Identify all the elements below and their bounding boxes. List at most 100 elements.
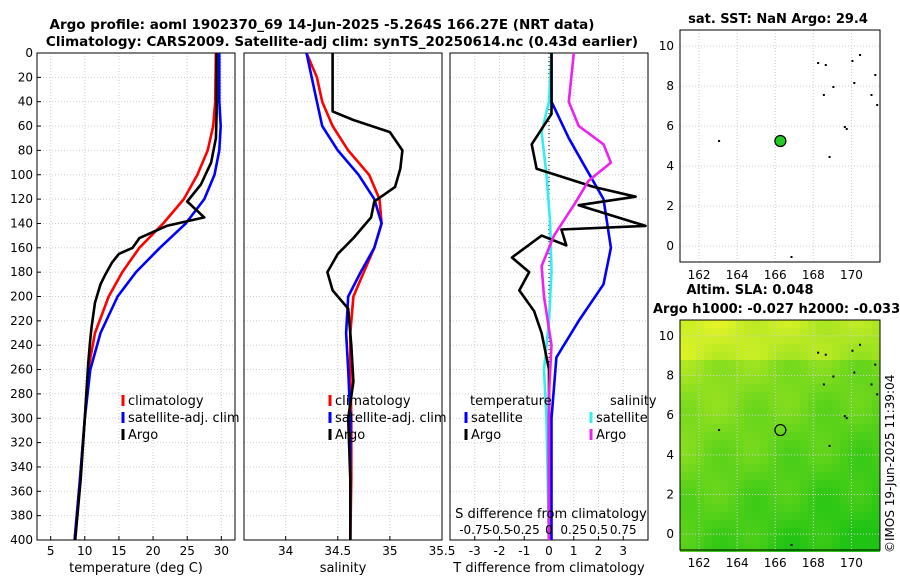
sla-cell (808, 424, 816, 432)
sla-cell (712, 472, 720, 480)
sla-cell (792, 424, 800, 432)
sla-cell (776, 472, 784, 480)
x-tick-label: 35.5 (429, 544, 456, 558)
sla-cell (824, 432, 832, 440)
sla-cell (696, 392, 704, 400)
sla-cell (784, 504, 792, 512)
sla-cell (856, 456, 864, 464)
sla-cell (728, 336, 736, 344)
sla-cell (768, 408, 776, 416)
sla-cell (696, 384, 704, 392)
sla-cell (720, 536, 728, 544)
map-x-tick-label: 170 (840, 268, 863, 282)
sla-cell (728, 520, 736, 528)
sla-cell (856, 424, 864, 432)
sla-cell (856, 368, 864, 376)
sla-cell (720, 408, 728, 416)
sla-cell (696, 376, 704, 384)
sla-cell (776, 512, 784, 520)
sla-cell (688, 472, 696, 480)
y-tick-label: 100 (10, 168, 33, 182)
sla-cell (808, 328, 816, 336)
sla-cell (784, 360, 792, 368)
sla-cell (840, 480, 848, 488)
sla-cell (776, 448, 784, 456)
sla-cell (792, 504, 800, 512)
sla-cell (728, 456, 736, 464)
sla-cell (808, 496, 816, 504)
sla-cell (760, 488, 768, 496)
sla-cell (816, 416, 824, 424)
sla-cell (864, 504, 872, 512)
legend-label: Argo (128, 428, 158, 443)
sla-cell (720, 480, 728, 488)
island-speck (845, 128, 848, 130)
sla-cell (792, 416, 800, 424)
sla-cell (744, 520, 752, 528)
sla-cell (848, 528, 856, 536)
sla-cell (776, 504, 784, 512)
sla-cell (784, 368, 792, 376)
sla-cell (736, 464, 744, 472)
sla-cell (688, 448, 696, 456)
sla-cell (720, 384, 728, 392)
sla-cell (824, 328, 832, 336)
sla-cell (792, 512, 800, 520)
sla-cell (728, 432, 736, 440)
sla-cell (816, 480, 824, 488)
sla-cell (848, 512, 856, 520)
sla-cell (752, 328, 760, 336)
temperature-profile-panel: 5 10 15 20 25 3002040608010012014016018020022… (10, 46, 240, 576)
sla-cell (784, 336, 792, 344)
sla-cell (816, 424, 824, 432)
sla-cell (752, 512, 760, 520)
sla-cell (856, 496, 864, 504)
sla-cell (736, 472, 744, 480)
sla-cell (792, 520, 800, 528)
sla-cell (760, 456, 768, 464)
sla-cell (824, 352, 832, 360)
map-y-tick-label: 6 (666, 408, 674, 422)
sla-cell (824, 496, 832, 504)
sla-cell (680, 520, 688, 528)
sla-cell (688, 344, 696, 352)
island-speck (832, 375, 835, 378)
sla-cell (744, 528, 752, 536)
sla-cell (848, 320, 856, 328)
island-speck (828, 444, 831, 447)
sla-cell (752, 536, 760, 544)
island-speck (876, 104, 879, 106)
sla-cell (736, 344, 744, 352)
sla-cell (856, 520, 864, 528)
sla-cell (760, 464, 768, 472)
sla-cell (816, 496, 824, 504)
sla-cell (728, 480, 736, 488)
sla-cell (728, 344, 736, 352)
map-y-tick-label: 8 (666, 369, 674, 383)
sla-cell (824, 376, 832, 384)
sla-cell (784, 320, 792, 328)
sla-cell (704, 544, 712, 552)
sla-cell (808, 344, 816, 352)
sla-cell (744, 320, 752, 328)
x-tick-label: 5 (47, 544, 55, 558)
sla-cell (832, 416, 840, 424)
sla-cell (864, 456, 872, 464)
sla-cell (856, 416, 864, 424)
sla-cell (824, 512, 832, 520)
sla-cell (760, 504, 768, 512)
sla-cell (696, 504, 704, 512)
x-axis-label: T difference from climatology (452, 561, 645, 576)
series-line-sat_s (540, 52, 553, 541)
y-tick-label: 140 (10, 216, 33, 230)
sla-cell (800, 336, 808, 344)
sla-cell (768, 384, 776, 392)
sla-cell (744, 352, 752, 360)
sla-cell (872, 384, 880, 392)
sla-cell (752, 416, 760, 424)
sla-cell (752, 496, 760, 504)
sla-cell (840, 408, 848, 416)
sla-cell (688, 360, 696, 368)
series-line-satellite (550, 53, 613, 540)
sla-cell (704, 472, 712, 480)
